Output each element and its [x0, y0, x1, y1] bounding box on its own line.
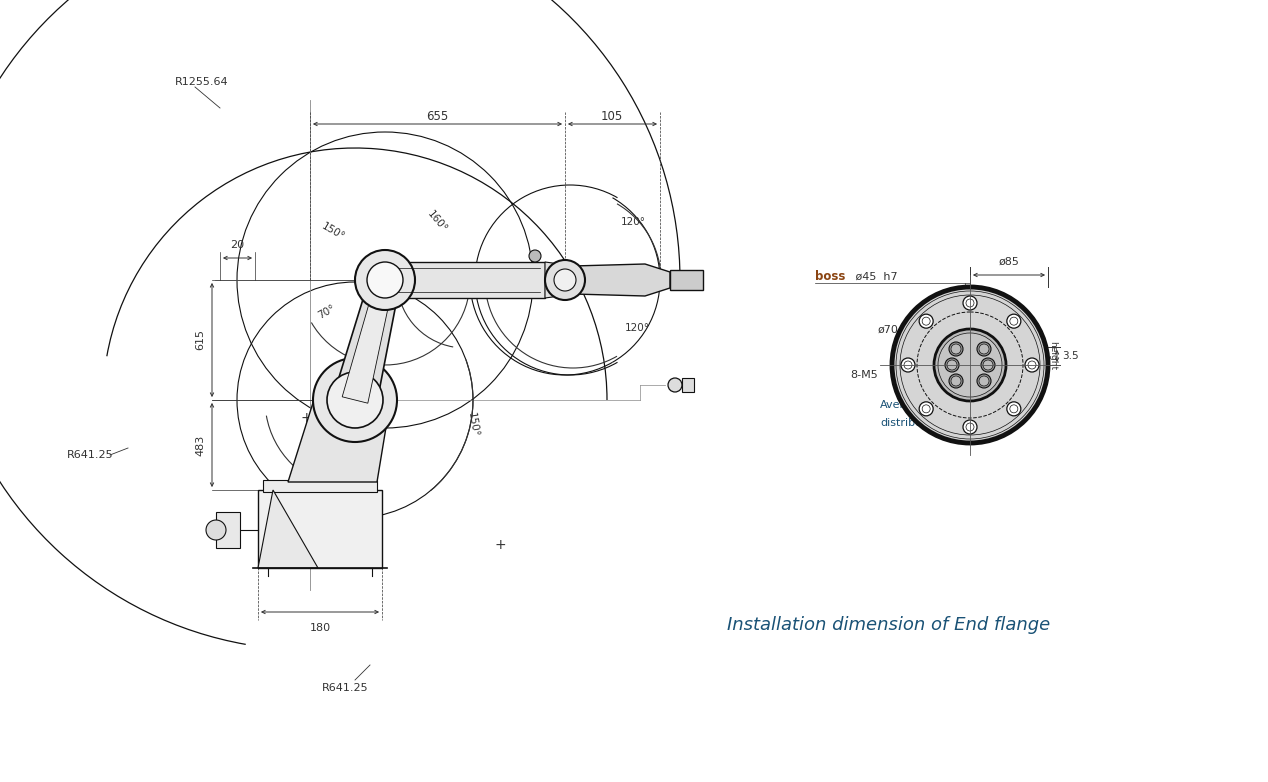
Circle shape	[947, 360, 957, 370]
Circle shape	[951, 344, 961, 354]
Text: height: height	[1049, 342, 1058, 371]
Circle shape	[327, 372, 383, 428]
Circle shape	[313, 358, 397, 442]
Text: 105: 105	[601, 110, 623, 124]
Text: 70°: 70°	[317, 303, 337, 321]
Circle shape	[979, 376, 989, 386]
Polygon shape	[288, 385, 393, 482]
Circle shape	[981, 358, 995, 372]
Circle shape	[896, 291, 1044, 439]
Circle shape	[948, 342, 962, 356]
Bar	[216, 512, 240, 548]
Polygon shape	[257, 490, 318, 568]
Circle shape	[951, 376, 961, 386]
Text: 120°: 120°	[620, 217, 645, 227]
Text: R641.25: R641.25	[322, 683, 368, 693]
Circle shape	[366, 262, 403, 298]
Text: R1255.64: R1255.64	[175, 77, 228, 87]
Text: ø70: ø70	[877, 325, 899, 335]
Circle shape	[668, 378, 682, 392]
Text: distribution: distribution	[880, 418, 943, 428]
Polygon shape	[385, 262, 545, 298]
Text: Average: Average	[880, 400, 926, 410]
Text: ø85: ø85	[999, 257, 1019, 267]
Text: 120°: 120°	[625, 323, 649, 333]
Polygon shape	[342, 278, 393, 404]
Circle shape	[938, 333, 1002, 397]
Text: +: +	[301, 411, 312, 425]
Text: 3.5: 3.5	[1061, 351, 1078, 361]
Text: R641.25: R641.25	[67, 450, 114, 460]
Text: 150°: 150°	[320, 221, 346, 242]
Circle shape	[1007, 314, 1021, 328]
Circle shape	[962, 296, 978, 310]
Text: 8-M5: 8-M5	[850, 370, 877, 380]
Polygon shape	[573, 264, 670, 296]
Polygon shape	[333, 276, 399, 405]
Bar	[262, 480, 377, 492]
Text: Sumyong: Sumyong	[607, 279, 633, 285]
Circle shape	[902, 358, 915, 372]
Polygon shape	[670, 270, 702, 290]
Circle shape	[205, 520, 226, 540]
Circle shape	[1007, 402, 1021, 416]
Circle shape	[935, 329, 1006, 401]
Circle shape	[891, 287, 1047, 443]
Circle shape	[962, 420, 978, 434]
Circle shape	[554, 269, 576, 291]
Circle shape	[978, 374, 992, 388]
Text: 655: 655	[426, 110, 448, 124]
Circle shape	[1025, 358, 1038, 372]
Text: 180: 180	[309, 623, 331, 633]
Circle shape	[919, 314, 933, 328]
Text: +: +	[495, 538, 506, 552]
Circle shape	[978, 342, 992, 356]
Circle shape	[355, 250, 415, 310]
Circle shape	[919, 402, 933, 416]
Text: 160°: 160°	[425, 210, 449, 235]
Bar	[257, 490, 382, 568]
Circle shape	[979, 344, 989, 354]
Circle shape	[945, 358, 959, 372]
Text: 150°: 150°	[465, 412, 481, 438]
Circle shape	[948, 374, 962, 388]
Text: 483: 483	[195, 434, 205, 456]
Bar	[682, 378, 694, 392]
Text: 615: 615	[195, 329, 205, 350]
Text: boss: boss	[815, 271, 846, 284]
Text: 20: 20	[230, 240, 243, 250]
Circle shape	[983, 360, 993, 370]
Polygon shape	[545, 262, 574, 298]
Text: ø45  h7: ø45 h7	[852, 272, 898, 282]
Text: Installation dimension of End flange: Installation dimension of End flange	[727, 616, 1050, 634]
Circle shape	[529, 250, 541, 262]
Circle shape	[545, 260, 585, 300]
